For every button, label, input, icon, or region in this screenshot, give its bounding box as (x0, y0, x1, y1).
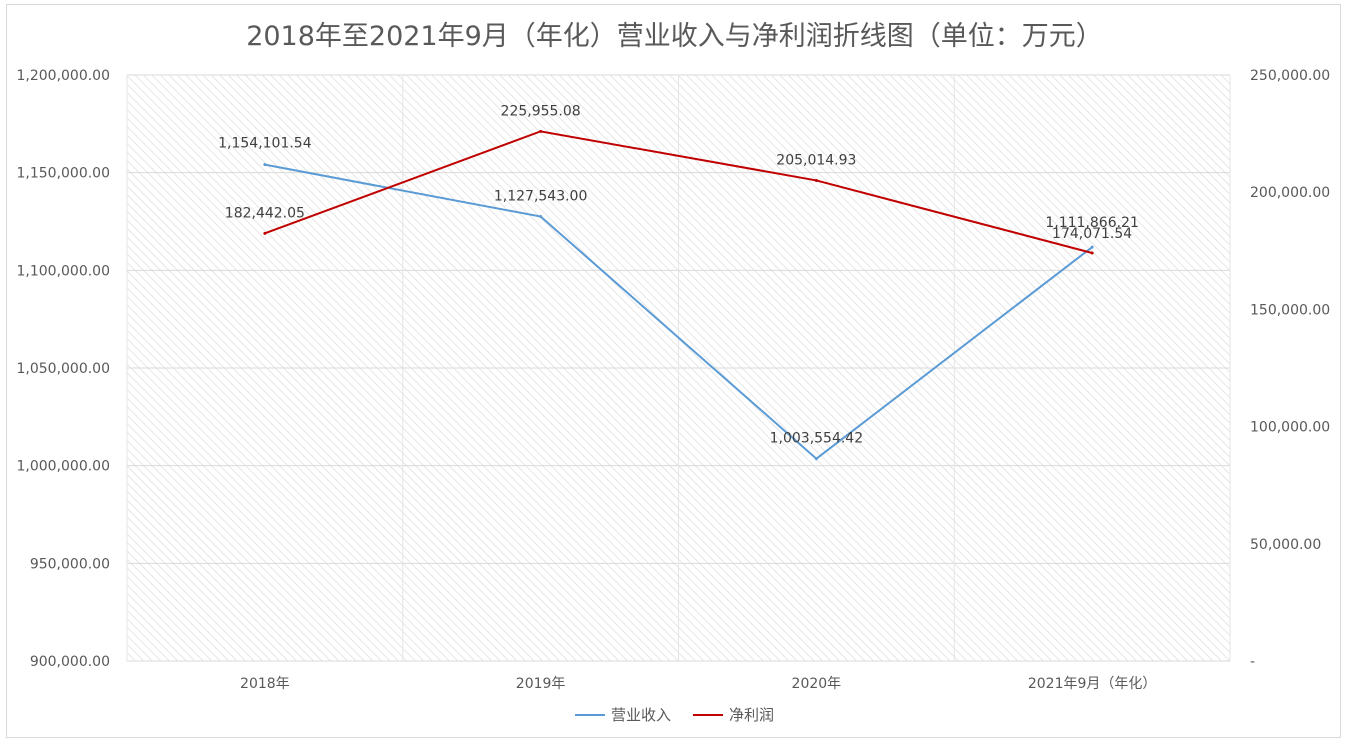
data-label: 1,154,101.54 (218, 136, 312, 152)
y-right-tick-label: 150,000.00 (1250, 302, 1330, 318)
x-tick-label: 2021年9月（年化） (1028, 676, 1157, 692)
y-left-tick-label: 900,000.00 (30, 654, 110, 670)
y-left-tick-label: 950,000.00 (30, 556, 110, 572)
legend-label-profit: 净利润 (729, 706, 775, 724)
data-label: 1,127,543.00 (494, 189, 588, 205)
data-labels: 1,154,101.54 1,127,543.00 1,003,554.42 1,11… (218, 103, 1139, 446)
y-left-tick-label: 1,150,000.00 (16, 166, 110, 182)
data-point (814, 457, 818, 461)
axes: 900,000.00 950,000.00 1,000,000.00 1,050,00… (16, 68, 1330, 692)
series-line-profit (264, 130, 1093, 254)
data-label: 182,442.05 (225, 205, 305, 221)
data-label: 1,003,554.42 (770, 431, 864, 447)
y-right-tick-label: 250,000.00 (1250, 68, 1330, 84)
data-point (1090, 251, 1094, 255)
legend-swatch-profit (693, 713, 723, 716)
data-point (1090, 245, 1094, 249)
data-point (539, 215, 543, 219)
legend-item-profit: 净利润 (693, 704, 774, 725)
data-label: 1,111,866.21 (1045, 215, 1139, 231)
legend: 营业收入 净利润 (0, 704, 1349, 725)
y-right-tick-label: 200,000.00 (1250, 185, 1330, 201)
y-left-tick-label: 1,200,000.00 (16, 68, 110, 84)
data-label: 225,955.08 (501, 103, 581, 119)
data-point (814, 178, 818, 182)
x-tick-label: 2019年 (516, 676, 566, 692)
data-point (263, 231, 267, 235)
series-lines (263, 129, 1094, 461)
chart-title: 2018年至2021年9月（年化）营业收入与净利润折线图（单位：万元） (246, 21, 1103, 52)
y-right-tick-label: - (1250, 654, 1255, 670)
legend-swatch-revenue (574, 713, 605, 716)
legend-item-revenue: 营业收入 (574, 704, 671, 725)
y-right-tick-label: 50,000.00 (1250, 537, 1321, 553)
legend-label-revenue: 营业收入 (610, 706, 671, 724)
data-point (539, 129, 543, 133)
x-tick-label: 2018年 (240, 676, 290, 692)
y-right-tick-label: 100,000.00 (1250, 420, 1330, 436)
data-label: 174,071.54 (1052, 226, 1132, 242)
data-label: 205,014.93 (776, 152, 856, 168)
y-left-tick-label: 1,100,000.00 (16, 263, 110, 279)
x-tick-label: 2020年 (792, 676, 842, 692)
y-left-tick-label: 1,000,000.00 (16, 459, 110, 475)
series-line-revenue (264, 163, 1093, 461)
y-left-tick-label: 1,050,000.00 (16, 361, 110, 377)
data-point (263, 163, 267, 167)
